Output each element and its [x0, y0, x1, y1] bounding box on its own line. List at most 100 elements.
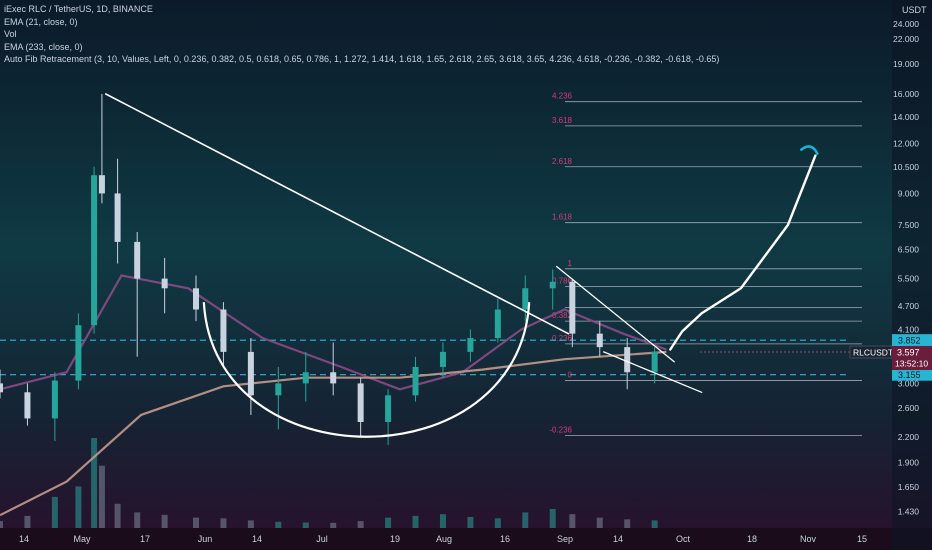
candle-body — [412, 366, 419, 396]
last-price-badge — [892, 346, 932, 371]
time-axis-label: Sep — [557, 534, 573, 544]
volume-bar — [330, 522, 337, 528]
candle-body — [75, 325, 82, 381]
volume-bar — [134, 512, 141, 528]
candle-body — [624, 347, 631, 373]
price-tick-label: 6.500 — [898, 245, 920, 255]
time-axis-label: 17 — [140, 534, 150, 544]
fib-level-label: 0.236 — [552, 334, 573, 343]
volume-bar — [596, 517, 603, 528]
price-tick-label: 22.000 — [893, 34, 919, 44]
time-axis-label: 18 — [747, 534, 757, 544]
volume-bar — [549, 508, 556, 528]
candle-body — [385, 395, 392, 422]
lower-line-badge — [892, 368, 932, 381]
candle-body — [494, 309, 501, 339]
candle-body — [134, 241, 141, 279]
volume-bar — [302, 522, 309, 528]
legend-ema233: EMA (233, close, 0) — [4, 41, 83, 52]
volume-bar — [98, 465, 105, 528]
volume-bar — [75, 486, 82, 528]
price-tick-label: 1.650 — [898, 482, 920, 492]
fib-level-label: -0.236 — [549, 425, 572, 434]
time-axis-label: 15 — [857, 534, 867, 544]
price-tick-label: 10.500 — [893, 162, 919, 172]
legend-fib: Auto Fib Retracement (3, 10, Values, Lef… — [4, 54, 720, 64]
time-axis-label: Jun — [198, 534, 213, 544]
volume-bar — [651, 520, 658, 528]
volume-bar — [161, 514, 168, 528]
candle-body — [161, 278, 168, 289]
price-tick-label: 9.000 — [898, 188, 920, 198]
candle-body — [0, 383, 3, 393]
price-tick-label: 24.000 — [893, 19, 919, 29]
volume-bar — [193, 517, 199, 528]
candle-body — [91, 175, 98, 326]
legend-ema21: EMA (21, close, 0) — [4, 16, 78, 27]
symbol-badge-text: RLCUSDT — [853, 348, 893, 358]
volume-bar — [467, 516, 474, 528]
candle-body — [569, 281, 576, 334]
candle-body — [98, 175, 105, 194]
fib-level-label: 2.618 — [552, 157, 573, 166]
lower-line-badge-text: 3.155 — [898, 370, 921, 380]
fib-level-label: 1.618 — [552, 213, 573, 222]
candle-body — [549, 281, 556, 289]
cup-arc — [202, 302, 531, 438]
volume-bar — [412, 515, 419, 528]
time-axis-label: Oct — [676, 534, 691, 544]
volume-bar — [114, 503, 121, 528]
candle-body — [247, 351, 254, 396]
fib-level-label: 0.382 — [552, 311, 573, 320]
price-tick-label: 5.500 — [898, 274, 920, 284]
price-tick-label: 12.000 — [893, 139, 919, 149]
candle-body — [651, 351, 658, 373]
candle-body — [114, 193, 121, 242]
price-scale-currency: USDT — [902, 5, 927, 15]
upper-line-badge — [892, 334, 932, 347]
volume-bar — [439, 514, 446, 528]
price-tick-label: 3.000 — [898, 378, 920, 388]
price-tick-label: 4.100 — [898, 324, 920, 334]
price-tick-label: 7.500 — [898, 220, 920, 230]
time-axis-label: May — [73, 534, 91, 544]
candle-body — [24, 392, 31, 419]
volume-bar — [357, 521, 364, 528]
volume-bar — [24, 515, 31, 528]
time-axis-label: 14 — [252, 534, 262, 544]
projection-arrow-head — [800, 145, 819, 155]
candle-body — [302, 372, 309, 384]
price-tick-label: 14.000 — [893, 112, 919, 122]
fib-level-label: 0.786 — [552, 277, 573, 286]
legend-title: iExec RLC / TetherUS, 1D, BINANCE — [4, 4, 153, 14]
time-axis-label: 16 — [500, 534, 510, 544]
price-scale — [892, 0, 932, 550]
price-tick-label: 2.600 — [898, 403, 920, 413]
legend-vol: Vol — [4, 29, 17, 39]
candle-body — [275, 383, 282, 396]
time-axis-label: Jul — [316, 534, 328, 544]
wedge-lower-line — [603, 351, 703, 393]
legend-panel: iExec RLC / TetherUS, 1D, BINANCE EMA (2… — [4, 3, 719, 66]
time-axis-label: 19 — [390, 534, 400, 544]
volume-bar — [275, 521, 282, 528]
candle-body — [220, 309, 227, 352]
upper-line-badge-text: 3.852 — [898, 336, 921, 346]
volume-bar — [385, 517, 392, 528]
candle-body — [357, 383, 364, 422]
fib-level-label: 1 — [568, 259, 573, 268]
volume-bar — [522, 512, 529, 528]
time-axis-label: Nov — [800, 534, 817, 544]
candle-body — [522, 288, 529, 310]
price-tick-label: 4.700 — [898, 301, 920, 311]
last-price-text: 3.597 — [897, 348, 920, 358]
candle-body — [193, 288, 199, 310]
countdown-text: 13:52:10 — [895, 359, 928, 369]
time-axis-label: 14 — [19, 534, 29, 544]
candle-body — [596, 333, 603, 348]
price-tick-label: 2.200 — [898, 432, 920, 442]
volume-bar — [569, 514, 576, 528]
